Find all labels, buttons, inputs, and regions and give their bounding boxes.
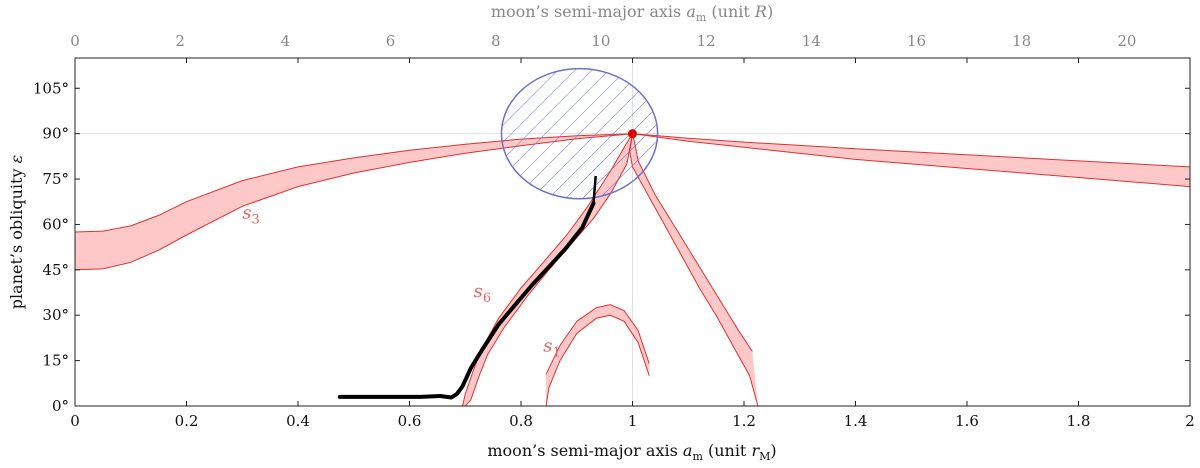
trajectory-line — [337, 201, 596, 400]
x-tick-label: 1.8 — [1067, 412, 1091, 430]
x-tick-label: 1.2 — [732, 412, 756, 430]
x-tick-label: 0.6 — [398, 412, 422, 430]
resonance-band-5 — [546, 304, 650, 406]
x-tick-label: 1 — [628, 412, 638, 430]
x-tick-label: 1.4 — [844, 412, 868, 430]
y-tick-label: 60° — [42, 215, 69, 233]
x2-tick-label: 8 — [491, 32, 501, 50]
x-axis-title: moon’s semi-major axis am (unit rM) — [487, 441, 776, 463]
plot-area: s3 s6 s1 — [75, 67, 1190, 406]
x2-tick-label: 0 — [70, 32, 80, 50]
resonance-band-5-lower-edge — [545, 314, 650, 406]
trajectory-tip — [592, 175, 597, 204]
y-tick-label: 105° — [33, 79, 69, 97]
axes: 0 0.2 0.4 0.6 0.8 1 1.2 1.4 1.6 1.8 20 2 4 6 8 10 12 14 16… — [33, 32, 1195, 430]
y-tick-label: 90° — [42, 125, 69, 143]
resonance-band-4-lower-edge — [632, 133, 753, 352]
x-tick-label: 0.4 — [286, 412, 310, 430]
resonance-band-2-lower-edge — [632, 133, 1190, 188]
x2-tick-label: 14 — [802, 32, 821, 50]
resonance-band-5-upper-edge — [545, 304, 650, 375]
x2-tick-label: 16 — [907, 32, 926, 50]
x2-tick-label: 12 — [697, 32, 716, 50]
annotation-s6: s6 — [474, 281, 492, 306]
x2-tick-label: 18 — [1012, 32, 1031, 50]
hatched-ellipse — [500, 67, 659, 200]
x2-tick-label: 20 — [1117, 32, 1136, 50]
x2-tick-label: 2 — [175, 32, 185, 50]
annotation-s3: s3 — [242, 202, 260, 227]
x-tick-label: 0.2 — [175, 412, 199, 430]
x-tick-label: 0 — [70, 412, 80, 430]
x2-tick-label: 10 — [591, 32, 610, 50]
x-tick-label: 0.8 — [509, 412, 533, 430]
y-tick-label: 0° — [52, 397, 69, 415]
y-tick-label: 30° — [42, 306, 69, 324]
resonance-band-2-upper-edge — [632, 133, 1190, 168]
y-axis-title: planet’s obliquity ε — [7, 155, 26, 309]
resonance-band-2 — [632, 133, 1190, 187]
x2-tick-label: 4 — [281, 32, 291, 50]
x2-tick-label: 6 — [386, 32, 396, 50]
top-axis-title: moon’s semi-major axis am (unit R) — [491, 2, 773, 24]
resonance-band-4 — [629, 133, 758, 406]
x-tick-label: 1.6 — [955, 412, 979, 430]
x-tick-label: 2 — [1185, 412, 1195, 430]
y-tick-label: 45° — [42, 261, 69, 279]
equilibrium-point — [628, 129, 637, 139]
y-tick-label: 15° — [42, 352, 69, 370]
annotation-s1: s1 — [543, 336, 561, 361]
y-tick-label: 75° — [42, 170, 69, 188]
